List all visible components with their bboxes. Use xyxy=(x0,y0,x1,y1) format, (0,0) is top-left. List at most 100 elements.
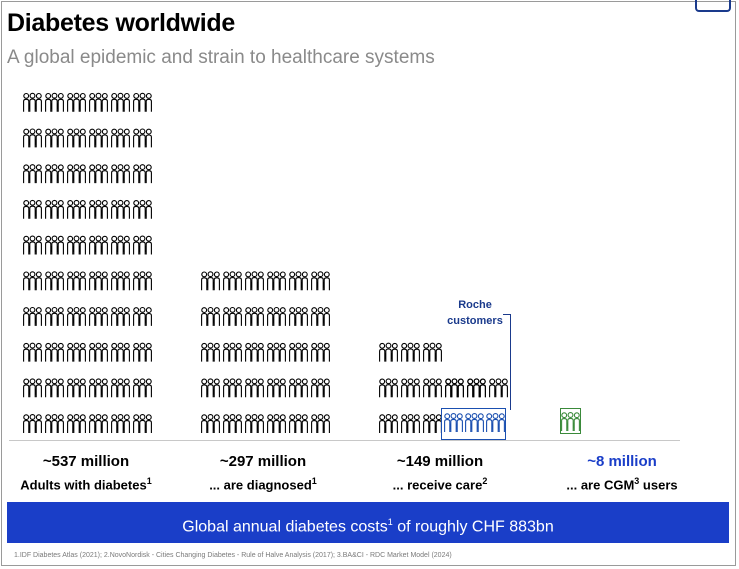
people-icon xyxy=(23,92,42,113)
stat-label-adults-sup: 1 xyxy=(146,476,152,486)
people-icon xyxy=(23,128,42,148)
people-icon xyxy=(445,378,464,398)
footnote: 1.IDF Diabetes Atlas (2021); 2.NovoNordi… xyxy=(14,552,452,559)
people-icon xyxy=(223,271,242,291)
roche-label-line2: customers xyxy=(447,315,503,327)
people-icon xyxy=(245,306,264,327)
stat-label-adults: Adults with diabetes1 xyxy=(0,476,181,492)
banner-sup: 1 xyxy=(387,517,393,527)
people-icon xyxy=(45,92,64,113)
people-icon xyxy=(89,164,108,184)
people-icon xyxy=(89,378,108,398)
people-icon xyxy=(223,342,242,363)
people-icon xyxy=(379,378,398,398)
people-icon xyxy=(289,306,308,327)
people-icon xyxy=(223,414,242,434)
people-icon xyxy=(89,414,108,434)
people-icon xyxy=(401,414,420,434)
people-icon xyxy=(67,271,86,291)
people-icon xyxy=(111,164,130,184)
banner-text-pre: Global annual diabetes costs xyxy=(182,518,388,536)
people-icon xyxy=(245,342,264,363)
people-icon xyxy=(45,378,64,398)
people-icon xyxy=(111,378,130,398)
stat-label-cgm-pre: ... are CGM xyxy=(566,477,635,493)
stat-label-diagnosed-text: ... are diagnosed xyxy=(209,477,312,493)
people-icon xyxy=(267,414,286,434)
people-icon xyxy=(133,235,152,256)
chart-baseline xyxy=(9,440,680,441)
people-icon xyxy=(67,414,86,434)
people-icon xyxy=(45,342,64,363)
people-icon xyxy=(289,414,308,434)
people-icon xyxy=(133,164,152,184)
cgm-highlight-box xyxy=(560,408,581,434)
people-icon xyxy=(111,306,130,327)
people-icon xyxy=(201,414,220,434)
people-icon xyxy=(311,271,330,291)
people-icon xyxy=(201,306,220,327)
people-icon xyxy=(111,235,130,256)
people-icon xyxy=(289,271,308,291)
icon-group-2 xyxy=(201,271,330,434)
people-icon xyxy=(311,414,330,434)
people-icon xyxy=(133,128,152,148)
people-icon xyxy=(23,271,42,291)
people-icon xyxy=(311,378,330,398)
people-icon xyxy=(223,378,242,398)
people-icon xyxy=(133,199,152,220)
page-title: Diabetes worldwide xyxy=(7,9,235,37)
people-icon xyxy=(23,199,42,220)
people-icon xyxy=(245,414,264,434)
people-icon xyxy=(67,306,86,327)
people-icon xyxy=(45,414,64,434)
roche-label-line1: Roche xyxy=(458,299,492,311)
people-icon xyxy=(201,378,220,398)
stat-label-diagnosed-sup: 1 xyxy=(311,476,317,486)
people-icon xyxy=(133,306,152,327)
roche-customers-label: Roche customers xyxy=(435,297,515,329)
people-icon xyxy=(133,271,152,291)
people-icon xyxy=(67,92,86,113)
people-icon xyxy=(401,378,420,398)
people-icon xyxy=(67,164,86,184)
people-icon xyxy=(445,378,464,398)
corner-logo-mark xyxy=(695,0,731,12)
people-icon xyxy=(111,92,130,113)
people-icon xyxy=(289,378,308,398)
people-icon xyxy=(133,414,152,434)
people-icon xyxy=(89,92,108,113)
stat-label-diagnosed: ... are diagnosed1 xyxy=(168,476,358,492)
people-icon xyxy=(89,199,108,220)
people-icon xyxy=(89,342,108,363)
people-icon xyxy=(111,342,130,363)
people-icon xyxy=(45,128,64,148)
people-icon xyxy=(45,164,64,184)
people-icon xyxy=(45,235,64,256)
people-icon xyxy=(201,342,220,363)
stat-value-cgm: ~8 million xyxy=(587,453,657,470)
people-icon xyxy=(423,414,442,434)
people-icon xyxy=(67,342,86,363)
people-icon xyxy=(67,199,86,220)
stat-label-care-text: ... receive care xyxy=(392,477,483,493)
people-icon xyxy=(45,306,64,327)
people-icon xyxy=(23,306,42,327)
stat-label-care: ... receive care2 xyxy=(345,476,535,492)
stat-value-care: ~149 million xyxy=(396,453,484,470)
people-icon xyxy=(67,235,86,256)
people-icon xyxy=(267,271,286,291)
stat-value-diagnosed: ~297 million xyxy=(219,453,307,470)
people-icon xyxy=(23,235,42,256)
roche-highlight-box xyxy=(441,408,506,440)
people-icon xyxy=(223,306,242,327)
people-icon xyxy=(379,342,398,363)
people-icon xyxy=(133,92,152,113)
people-icon xyxy=(45,199,64,220)
roche-bracket xyxy=(503,314,511,410)
people-icon xyxy=(111,271,130,291)
people-icon xyxy=(45,271,64,291)
people-icon xyxy=(133,378,152,398)
people-icon xyxy=(267,378,286,398)
